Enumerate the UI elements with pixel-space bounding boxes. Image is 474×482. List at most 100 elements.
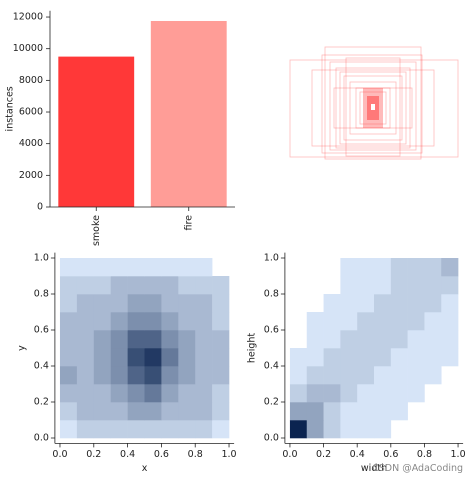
hist-cell [195, 276, 213, 295]
hist-cell [390, 330, 408, 349]
hist-cell [161, 294, 179, 313]
hist-cell [340, 420, 358, 439]
hist-cell [340, 276, 358, 295]
hist-cell [357, 348, 375, 367]
hist-cell [306, 366, 324, 385]
hist-cell [93, 366, 111, 385]
hist-cell [93, 402, 111, 421]
hist-cell [127, 384, 145, 403]
hist-cell [212, 366, 230, 385]
hist-cell [93, 294, 111, 313]
x-axis-label: x [142, 463, 148, 474]
hist-cell [323, 294, 341, 313]
hist-cell [212, 384, 230, 403]
hist-cell [340, 402, 358, 421]
hist-cell [374, 366, 392, 385]
hist-cell [374, 348, 392, 367]
hist-cell [290, 294, 307, 312]
hist-cell [407, 330, 425, 349]
hist-cell [424, 330, 442, 349]
hist-cell [323, 330, 341, 349]
hist-cell [407, 258, 425, 277]
hist-cell [441, 420, 458, 438]
hist-cell [161, 312, 179, 331]
hist-cell [127, 420, 145, 439]
x-tick-label: 1.0 [451, 449, 466, 460]
x-tick-label: 0.2 [316, 449, 331, 460]
y-tick-label: 6000 [19, 107, 43, 118]
hist-cell [178, 294, 196, 313]
hist-cell [178, 366, 196, 385]
hist-cell [93, 258, 111, 277]
hist-cell [76, 312, 95, 331]
hist-cell [195, 384, 213, 403]
hist-cell [212, 348, 230, 367]
hist-cell [59, 420, 78, 439]
hist-cell [424, 420, 441, 438]
hist-cell [357, 312, 375, 331]
hist-cell [76, 276, 95, 295]
hist-cell [127, 348, 145, 367]
hist-cell [161, 366, 179, 385]
hist-cell [357, 420, 375, 439]
hist-cell [289, 348, 308, 367]
y-tick-label: 0.0 [34, 433, 49, 444]
hist-cell [144, 366, 162, 385]
hist-cell [59, 312, 78, 331]
hist-cell [424, 294, 442, 313]
hist-cell [76, 330, 95, 349]
box-center [371, 104, 375, 110]
x-tick-label: fire [183, 215, 194, 231]
hist-cell [306, 402, 324, 421]
hist-cell [441, 312, 459, 331]
hist-cell [110, 384, 128, 403]
hist-cell [289, 366, 308, 385]
hist-cell [161, 384, 179, 403]
hist-cell [110, 312, 128, 331]
hist-cell [441, 348, 459, 367]
hist-cell [390, 366, 408, 385]
hist-cell [76, 384, 95, 403]
hist-cell [144, 294, 162, 313]
hist-cell [59, 384, 78, 403]
hist-cell [324, 276, 341, 294]
hist-cell [408, 402, 425, 420]
hist-cell [110, 366, 128, 385]
hist-cell [76, 258, 95, 277]
hist-cell [374, 402, 392, 421]
x-tick-label: 0.0 [52, 449, 67, 460]
hist-cell [390, 258, 408, 277]
bar [150, 20, 227, 208]
hist-cell [340, 348, 358, 367]
hist-cell [407, 294, 425, 313]
hist-cell [195, 330, 213, 349]
hist-cell [212, 330, 230, 349]
hist-cell [441, 384, 458, 402]
hist-cell [144, 348, 162, 367]
y-tick-label: 4000 [19, 138, 43, 149]
box-overlay [289, 46, 459, 160]
hist-cell [289, 402, 308, 421]
hist-cell [391, 420, 408, 438]
hist-cell [441, 276, 459, 295]
hist-cell [340, 312, 358, 331]
y-axis-label: y [16, 345, 27, 351]
hist-cell [212, 258, 229, 276]
hist-cell [441, 366, 458, 384]
hist-cell [93, 420, 111, 439]
hist-cell [127, 402, 145, 421]
hist-cell [290, 276, 307, 294]
x-tick-label: 0.4 [120, 449, 135, 460]
hist-cell [407, 366, 425, 385]
hist-cell [178, 312, 196, 331]
hist-cell [306, 330, 324, 349]
hist-cell [93, 348, 111, 367]
hist-cell [323, 420, 341, 439]
hist-cell [212, 312, 230, 331]
hist-cell [374, 420, 392, 439]
hist-cell [178, 402, 196, 421]
hist-cell [212, 276, 230, 295]
hist-cell [195, 402, 213, 421]
hist-cell [357, 294, 375, 313]
